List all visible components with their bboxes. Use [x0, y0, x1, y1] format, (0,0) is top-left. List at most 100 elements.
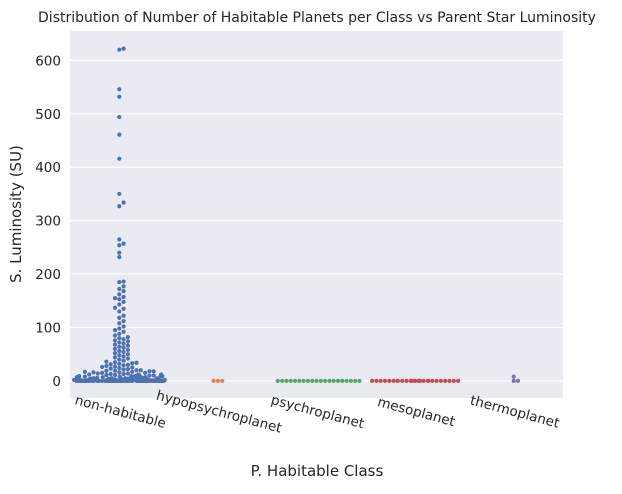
y-tick-label: 600 — [35, 53, 61, 69]
data-point — [126, 363, 130, 367]
x-axis-label: P. Habitable Class — [251, 462, 384, 480]
data-point — [117, 349, 121, 353]
data-point — [452, 379, 456, 383]
data-point — [306, 379, 310, 383]
data-point — [349, 379, 353, 383]
data-point — [216, 379, 220, 383]
data-point — [163, 378, 167, 382]
data-point — [117, 204, 121, 208]
data-point — [122, 341, 126, 345]
data-point — [118, 375, 122, 379]
data-point — [126, 367, 130, 371]
data-point — [117, 370, 121, 374]
data-point — [147, 373, 151, 377]
data-point — [113, 360, 117, 364]
x-tick-label: thermoplanet — [468, 393, 561, 432]
data-point — [159, 372, 163, 376]
y-tick-labels: 0 100 200 300 400 500 600 — [35, 53, 61, 390]
data-point — [447, 379, 451, 383]
data-point — [109, 367, 113, 371]
data-point — [410, 379, 414, 383]
data-point — [113, 338, 117, 342]
data-point — [512, 379, 516, 383]
data-point — [117, 157, 121, 161]
data-point — [122, 307, 126, 311]
data-point — [117, 243, 121, 247]
data-point — [130, 365, 134, 369]
data-point — [289, 379, 293, 383]
data-point — [113, 364, 117, 368]
data-point — [152, 373, 156, 377]
data-point — [122, 319, 126, 323]
data-point — [332, 379, 336, 383]
data-point — [117, 255, 121, 259]
data-point — [435, 379, 439, 383]
data-point — [379, 379, 383, 383]
data-point — [512, 375, 516, 379]
data-point — [126, 344, 130, 348]
data-point — [430, 379, 434, 383]
data-point — [130, 370, 134, 374]
data-point — [113, 342, 117, 346]
data-point — [122, 372, 126, 376]
data-point — [122, 359, 126, 363]
data-point — [117, 366, 121, 370]
data-point — [293, 379, 297, 383]
data-point — [117, 133, 121, 137]
data-point — [319, 379, 323, 383]
data-point — [122, 200, 126, 204]
data-point — [345, 379, 349, 383]
y-tick-label: 300 — [35, 214, 61, 230]
data-point — [117, 316, 121, 320]
data-point — [126, 356, 130, 360]
y-tick-label: 200 — [35, 267, 61, 283]
data-point — [422, 379, 426, 383]
data-point — [117, 87, 121, 91]
data-point — [426, 379, 430, 383]
data-point — [113, 333, 117, 337]
data-point — [126, 352, 130, 356]
data-point — [113, 328, 117, 332]
data-point — [117, 280, 121, 284]
data-point — [357, 379, 361, 383]
data-point — [95, 376, 99, 380]
data-point — [323, 379, 327, 383]
data-point — [122, 363, 126, 367]
data-point — [117, 332, 121, 336]
data-point — [134, 368, 138, 372]
data-point — [96, 371, 100, 375]
x-tick-label: mesoplanet — [376, 394, 457, 430]
data-point — [109, 372, 113, 376]
data-point — [220, 379, 224, 383]
data-point — [374, 379, 378, 383]
data-point — [126, 371, 130, 375]
data-point — [418, 379, 422, 383]
data-point — [83, 370, 87, 374]
data-point — [117, 292, 121, 296]
data-point — [122, 314, 126, 318]
data-point — [117, 48, 121, 52]
data-point — [101, 375, 105, 379]
data-point — [130, 361, 134, 365]
data-point — [117, 362, 121, 366]
data-point — [143, 375, 147, 379]
data-point — [340, 379, 344, 383]
y-tick-label: 100 — [35, 320, 61, 336]
data-point — [139, 368, 143, 372]
data-point — [392, 379, 396, 383]
data-point — [117, 251, 121, 255]
data-point — [122, 47, 126, 51]
data-point — [383, 379, 387, 383]
data-point — [516, 379, 520, 383]
data-point — [113, 355, 117, 359]
data-point — [122, 330, 126, 334]
data-point — [443, 379, 447, 383]
data-point — [353, 379, 357, 383]
data-point — [122, 354, 126, 358]
data-point — [327, 379, 331, 383]
data-point — [126, 339, 130, 343]
data-point — [155, 376, 159, 380]
data-point — [122, 295, 126, 299]
data-point — [143, 371, 147, 375]
data-point — [104, 369, 108, 373]
